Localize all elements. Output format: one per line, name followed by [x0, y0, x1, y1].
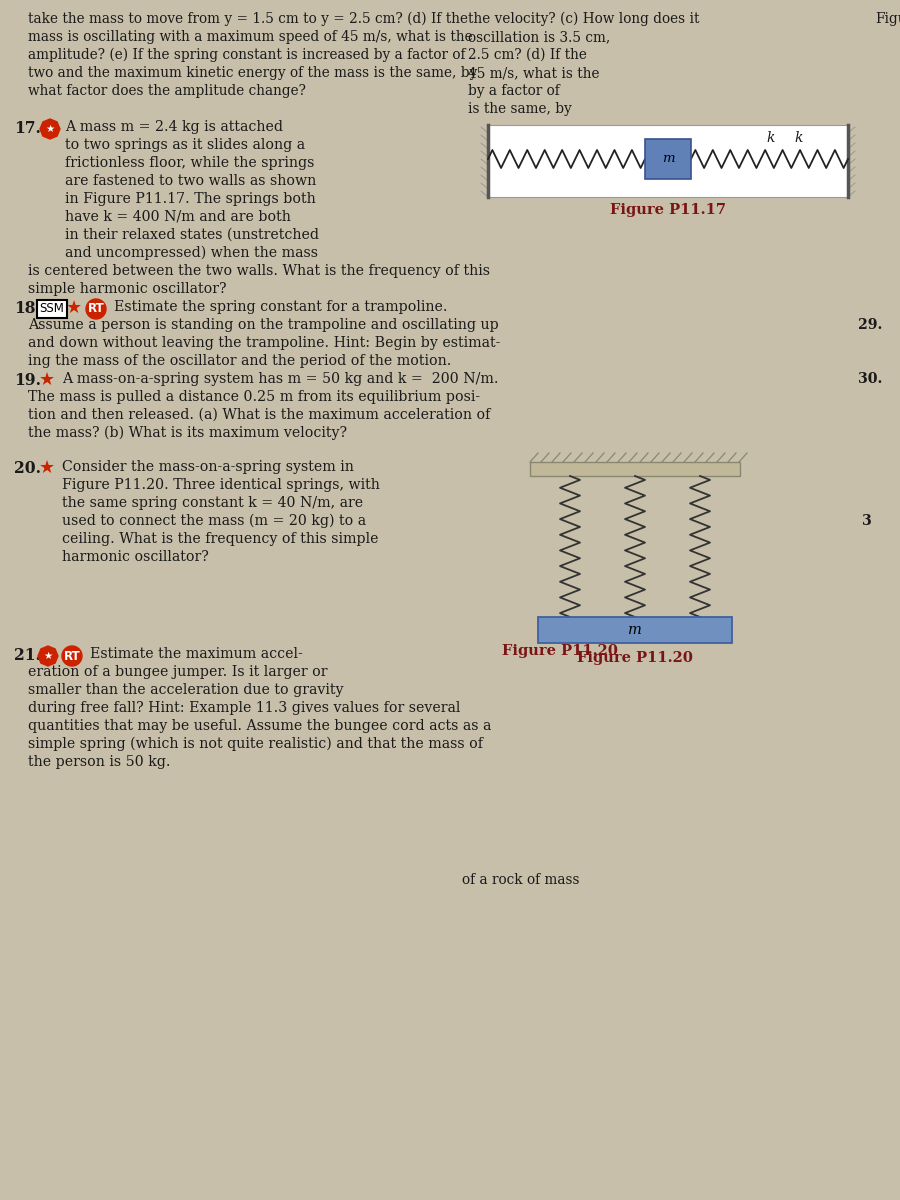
- Text: ★: ★: [43, 650, 52, 661]
- Text: Consider the mass-on-a-spring system in: Consider the mass-on-a-spring system in: [62, 460, 354, 474]
- Text: the person is 50 kg.: the person is 50 kg.: [28, 755, 170, 769]
- Text: Figur: Figur: [875, 12, 900, 26]
- Text: simple spring (which is not quite realistic) and that the mass of: simple spring (which is not quite realis…: [28, 737, 483, 751]
- Text: ★: ★: [66, 299, 82, 317]
- Text: during free fall? Hint: Example 11.3 gives values for several: during free fall? Hint: Example 11.3 giv…: [28, 701, 461, 715]
- Text: by a factor of: by a factor of: [468, 84, 560, 98]
- Circle shape: [86, 299, 106, 319]
- Text: A mass m = 2.4 kg is attached: A mass m = 2.4 kg is attached: [65, 120, 283, 134]
- Text: 29.: 29.: [858, 318, 882, 332]
- Text: Figure P11.17: Figure P11.17: [610, 203, 726, 217]
- Text: amplitude? (e) If the spring constant is increased by a factor of: amplitude? (e) If the spring constant is…: [28, 48, 465, 62]
- Text: to two springs as it slides along a: to two springs as it slides along a: [65, 138, 305, 152]
- Text: the mass? (b) What is its maximum velocity?: the mass? (b) What is its maximum veloci…: [28, 426, 347, 440]
- Text: 3: 3: [862, 514, 872, 528]
- Text: quantities that may be useful. Assume the bungee cord acts as a: quantities that may be useful. Assume th…: [28, 719, 491, 733]
- Text: tion and then released. (a) What is the maximum acceleration of: tion and then released. (a) What is the …: [28, 408, 490, 422]
- Bar: [530, 462, 740, 476]
- Text: RT: RT: [64, 649, 80, 662]
- Text: Estimate the spring constant for a trampoline.: Estimate the spring constant for a tramp…: [114, 300, 447, 314]
- Text: k: k: [767, 131, 775, 145]
- Text: m: m: [628, 623, 642, 637]
- Text: Assume a person is standing on the trampoline and oscillating up: Assume a person is standing on the tramp…: [28, 318, 499, 332]
- Text: in Figure P11.17. The springs both: in Figure P11.17. The springs both: [65, 192, 316, 206]
- Text: 2.5 cm? (d) If the: 2.5 cm? (d) If the: [468, 48, 587, 62]
- Text: 21.: 21.: [14, 647, 40, 664]
- Text: of a rock of mass: of a rock of mass: [462, 874, 580, 887]
- Text: ceiling. What is the frequency of this simple: ceiling. What is the frequency of this s…: [62, 532, 379, 546]
- Text: take the mass to move from y = 1.5 cm to y = 2.5 cm? (d) If the: take the mass to move from y = 1.5 cm to…: [28, 12, 468, 26]
- Text: is centered between the two walls. What is the frequency of this: is centered between the two walls. What …: [28, 264, 490, 278]
- Text: 19.: 19.: [14, 372, 41, 389]
- Text: and down without leaving the trampoline. Hint: Begin by estimat-: and down without leaving the trampoline.…: [28, 336, 500, 350]
- Text: two and the maximum kinetic energy of the mass is the same, by: two and the maximum kinetic energy of th…: [28, 66, 477, 80]
- Text: the velocity? (c) How long does it: the velocity? (c) How long does it: [468, 12, 699, 26]
- Text: mass is oscillating with a maximum speed of 45 m/s, what is the: mass is oscillating with a maximum speed…: [28, 30, 472, 44]
- Text: and uncompressed) when the mass: and uncompressed) when the mass: [65, 246, 318, 260]
- Text: RT: RT: [87, 302, 104, 316]
- Circle shape: [62, 646, 82, 666]
- Text: in their relaxed states (unstretched: in their relaxed states (unstretched: [65, 228, 319, 242]
- Text: The mass is pulled a distance 0.25 m from its equilibrium posi-: The mass is pulled a distance 0.25 m fro…: [28, 390, 480, 404]
- Text: eration of a bungee jumper. Is it larger or: eration of a bungee jumper. Is it larger…: [28, 665, 328, 679]
- Text: A mass-on-a-spring system has m = 50 kg and k =  200 N/m.: A mass-on-a-spring system has m = 50 kg …: [62, 372, 499, 386]
- Text: are fastened to two walls as shown: are fastened to two walls as shown: [65, 174, 316, 188]
- Text: is the same, by: is the same, by: [468, 102, 572, 116]
- Polygon shape: [40, 119, 60, 139]
- Text: 45 m/s, what is the: 45 m/s, what is the: [468, 66, 599, 80]
- Text: SSM: SSM: [40, 302, 65, 316]
- Text: simple harmonic oscillator?: simple harmonic oscillator?: [28, 282, 227, 296]
- Text: 17.: 17.: [14, 120, 40, 137]
- Polygon shape: [38, 646, 58, 666]
- Text: 30.: 30.: [858, 372, 882, 386]
- Text: Figure P11.20: Figure P11.20: [502, 644, 618, 658]
- Text: Estimate the maximum accel-: Estimate the maximum accel-: [90, 647, 302, 661]
- Text: have k = 400 N/m and are both: have k = 400 N/m and are both: [65, 210, 291, 224]
- Text: smaller than the acceleration due to gravity: smaller than the acceleration due to gra…: [28, 683, 344, 697]
- Text: what factor does the amplitude change?: what factor does the amplitude change?: [28, 84, 306, 98]
- Bar: [488, 125, 848, 197]
- Text: Figure P11.20: Figure P11.20: [577, 650, 693, 665]
- Text: ★: ★: [39, 371, 55, 389]
- Text: the same spring constant k = 40 N/m, are: the same spring constant k = 40 N/m, are: [62, 496, 363, 510]
- Text: oscillation is 3.5 cm,: oscillation is 3.5 cm,: [468, 30, 610, 44]
- Text: used to connect the mass (m = 20 kg) to a: used to connect the mass (m = 20 kg) to …: [62, 514, 366, 528]
- Text: ★: ★: [39, 458, 55, 476]
- Text: Figure P11.20. Three identical springs, with: Figure P11.20. Three identical springs, …: [62, 478, 380, 492]
- Text: ing the mass of the oscillator and the period of the motion.: ing the mass of the oscillator and the p…: [28, 354, 452, 368]
- Text: m: m: [662, 152, 674, 166]
- Text: ★: ★: [45, 124, 55, 134]
- Text: 18.: 18.: [14, 300, 40, 317]
- Bar: [645, 139, 691, 179]
- Bar: [538, 617, 732, 643]
- Text: 20.: 20.: [14, 460, 41, 476]
- Text: k: k: [794, 131, 803, 145]
- Text: frictionless floor, while the springs: frictionless floor, while the springs: [65, 156, 314, 170]
- Text: harmonic oscillator?: harmonic oscillator?: [62, 550, 209, 564]
